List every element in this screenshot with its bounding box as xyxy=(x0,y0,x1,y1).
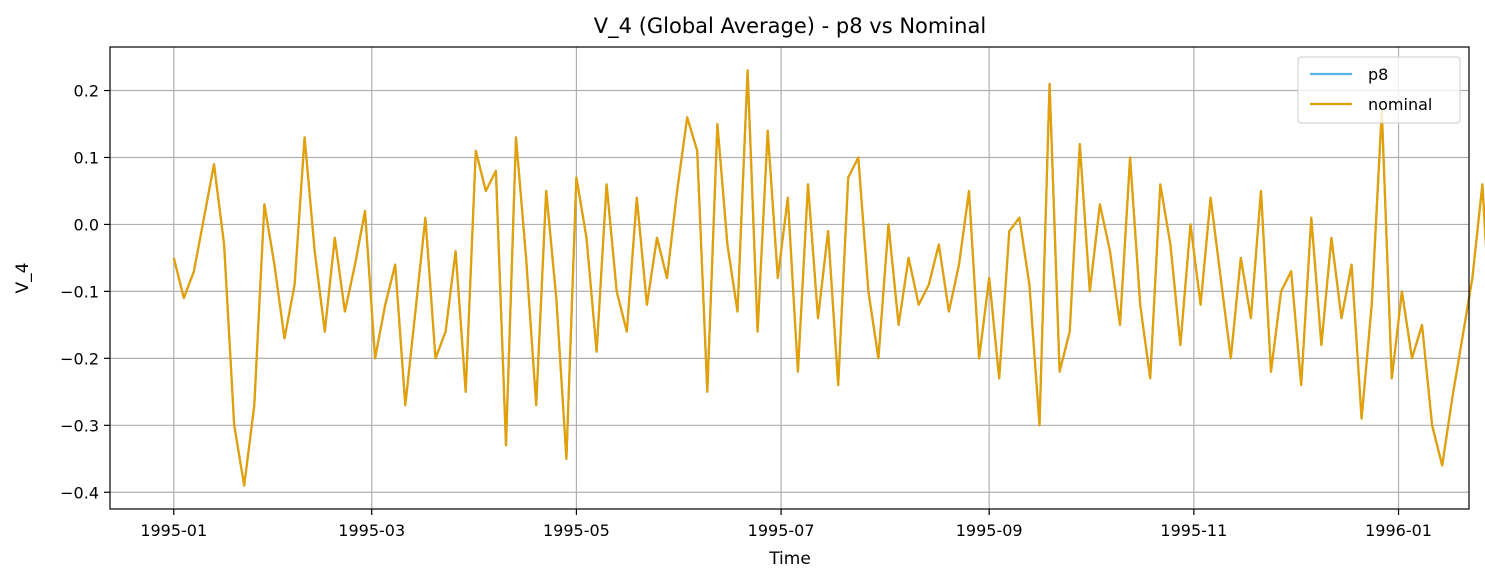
plot-frame xyxy=(109,46,1470,510)
legend-label-nominal: nominal xyxy=(1368,95,1432,114)
grid xyxy=(110,47,1469,509)
x-axis-ticks: 1995-01 1995-03 1995-05 1995-07 1995-09 1995-… xyxy=(140,509,1432,540)
chart-title: V_4 (Global Average) - p8 vs Nominal xyxy=(594,14,986,39)
series-line-nominal xyxy=(172,69,1485,487)
y-tick-label: 0.1 xyxy=(74,148,99,167)
x-tick-label: 1995-07 xyxy=(748,521,815,540)
x-tick-label: 1995-01 xyxy=(140,521,207,540)
x-tick-label: 1995-05 xyxy=(543,521,610,540)
y-tick-label: 0.0 xyxy=(74,215,99,234)
legend: p8 nominal xyxy=(1297,56,1461,124)
y-tick-label: −0.1 xyxy=(60,282,99,301)
x-axis-label: Time xyxy=(768,549,811,569)
x-tick-label: 1995-11 xyxy=(1160,521,1227,540)
legend-label-p8: p8 xyxy=(1368,65,1388,84)
y-tick-label: −0.4 xyxy=(60,483,99,502)
series-lines xyxy=(172,69,1485,487)
y-tick-label: −0.2 xyxy=(60,349,99,368)
y-axis-ticks: 0.2 0.1 0.0 −0.1 −0.2 −0.3 −0.4 xyxy=(60,82,110,502)
x-tick-label: 1995-09 xyxy=(956,521,1023,540)
x-tick-label: 1996-01 xyxy=(1365,521,1432,540)
x-tick-label: 1995-03 xyxy=(338,521,405,540)
y-tick-label: 0.2 xyxy=(74,82,99,101)
y-tick-label: −0.3 xyxy=(60,416,99,435)
y-axis-label: V_4 xyxy=(13,263,33,294)
